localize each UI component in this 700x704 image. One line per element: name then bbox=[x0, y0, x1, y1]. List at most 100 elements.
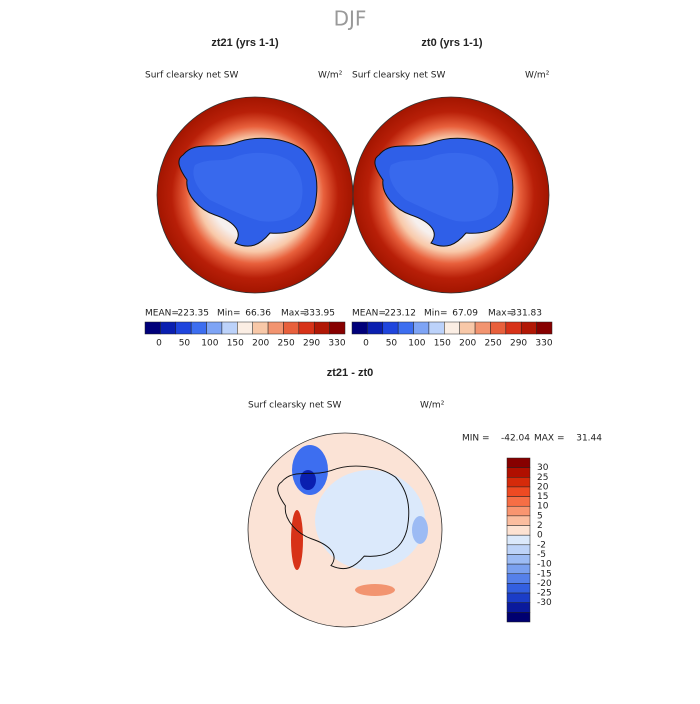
colorbar-label: 150 bbox=[434, 339, 451, 349]
panel-subtitle: Surf clearsky net SW bbox=[145, 71, 238, 81]
stat-label: MEAN= bbox=[145, 309, 179, 319]
colorbar-label: 20 bbox=[537, 482, 549, 492]
colorbar-box bbox=[382, 321, 399, 335]
stat-label: Min= bbox=[424, 309, 448, 319]
stat-label: Max= bbox=[281, 309, 307, 319]
panel-units: W/m² bbox=[318, 71, 343, 81]
colorbar-label: 150 bbox=[227, 339, 244, 349]
stat-label: MAX = bbox=[534, 434, 565, 444]
colorbar-label: 30 bbox=[537, 463, 549, 473]
stat-label: Max= bbox=[488, 309, 514, 319]
colorbar-label: 0 bbox=[537, 531, 543, 541]
panel-title: zt21 (yrs 1-1) bbox=[211, 37, 279, 49]
colorbar-box bbox=[367, 321, 384, 335]
stat-label: MIN = bbox=[462, 434, 490, 444]
colorbar-box bbox=[283, 321, 300, 335]
panel-title: zt21 - zt0 bbox=[327, 367, 373, 379]
panel-title: zt0 (yrs 1-1) bbox=[421, 37, 482, 49]
colorbar-box bbox=[190, 321, 207, 335]
colorbar-box bbox=[490, 321, 507, 335]
colorbar-box bbox=[313, 321, 330, 335]
stat-label: MEAN= bbox=[352, 309, 386, 319]
colorbar-box bbox=[413, 321, 430, 335]
colorbar-label: 10 bbox=[537, 502, 549, 512]
colorbar-box bbox=[474, 321, 491, 335]
colorbar-box bbox=[221, 321, 238, 335]
colorbar-label: 50 bbox=[386, 339, 398, 349]
colorbar-label: 200 bbox=[252, 339, 269, 349]
colorbar-box bbox=[444, 321, 460, 335]
colorbar-label: 15 bbox=[537, 492, 548, 502]
colorbar-box bbox=[506, 573, 531, 584]
colorbar-box bbox=[505, 321, 522, 335]
colorbar-label: 290 bbox=[510, 339, 527, 349]
panel-units: W/m² bbox=[525, 71, 550, 81]
colorbar-box bbox=[267, 321, 284, 335]
colorbar-label: -25 bbox=[537, 589, 552, 599]
colorbar-box bbox=[506, 525, 531, 536]
colorbar-box bbox=[520, 321, 537, 335]
colorbar-box bbox=[506, 467, 531, 478]
colorbar-box bbox=[459, 321, 476, 335]
map bbox=[352, 96, 550, 294]
colorbar-label: 290 bbox=[303, 339, 320, 349]
colorbar-box bbox=[428, 321, 445, 335]
stat-value: 67.09 bbox=[452, 309, 478, 319]
colorbar-label: 0 bbox=[156, 339, 162, 349]
stat-value: -42.04 bbox=[501, 434, 530, 444]
colorbar-box bbox=[506, 602, 531, 613]
panel-subtitle: Surf clearsky net SW bbox=[248, 401, 341, 411]
stat-value: 223.35 bbox=[178, 309, 210, 319]
colorbar-box bbox=[206, 321, 223, 335]
colorbar-label: 330 bbox=[535, 339, 552, 349]
colorbar-box bbox=[506, 477, 531, 488]
map bbox=[156, 96, 354, 294]
stat-label: Min= bbox=[217, 309, 241, 319]
colorbar-label: -30 bbox=[537, 598, 552, 608]
colorbar-box bbox=[506, 515, 531, 526]
colorbar-label: 25 bbox=[537, 473, 548, 483]
figure-title: DJF bbox=[334, 7, 367, 31]
colorbar-box bbox=[536, 321, 553, 335]
colorbar-label: 330 bbox=[328, 339, 345, 349]
colorbar-box bbox=[506, 592, 531, 603]
stat-value: 223.12 bbox=[385, 309, 417, 319]
colorbar-box bbox=[144, 321, 161, 335]
colorbar-box bbox=[506, 544, 531, 555]
colorbar-box bbox=[506, 457, 531, 468]
colorbar-box bbox=[160, 321, 177, 335]
colorbar-box bbox=[298, 321, 315, 335]
colorbar-label: 250 bbox=[278, 339, 295, 349]
colorbar-box bbox=[506, 534, 531, 546]
colorbar-label: 2 bbox=[537, 521, 543, 531]
colorbar-label: 50 bbox=[179, 339, 191, 349]
colorbar-box bbox=[506, 563, 531, 575]
colorbar-box bbox=[506, 505, 531, 517]
colorbar-label: -2 bbox=[537, 540, 546, 550]
colorbar-label: -10 bbox=[537, 560, 552, 570]
colorbar-box bbox=[175, 321, 192, 335]
colorbar-box bbox=[351, 321, 368, 335]
panel-subtitle: Surf clearsky net SW bbox=[352, 71, 445, 81]
colorbar-box bbox=[506, 583, 531, 594]
difference-map bbox=[247, 432, 443, 628]
stat-value: 66.36 bbox=[245, 309, 271, 319]
stat-value: 331.83 bbox=[511, 309, 543, 319]
colorbar-box bbox=[506, 496, 531, 507]
colorbar-label: 100 bbox=[201, 339, 218, 349]
colorbar-label: 200 bbox=[459, 339, 476, 349]
colorbar-box bbox=[237, 321, 253, 335]
panel-units: W/m² bbox=[420, 401, 445, 411]
colorbar-label: -5 bbox=[537, 550, 546, 560]
colorbar-box bbox=[252, 321, 269, 335]
colorbar-box bbox=[506, 612, 531, 623]
colorbar-label: 0 bbox=[363, 339, 369, 349]
colorbar-label: -20 bbox=[537, 579, 552, 589]
colorbar-box bbox=[329, 321, 346, 335]
colorbar-box bbox=[397, 321, 414, 335]
colorbar-label: 100 bbox=[408, 339, 425, 349]
colorbar-label: 250 bbox=[485, 339, 502, 349]
stat-value: 333.95 bbox=[304, 309, 336, 319]
colorbar-label: 5 bbox=[537, 511, 543, 521]
